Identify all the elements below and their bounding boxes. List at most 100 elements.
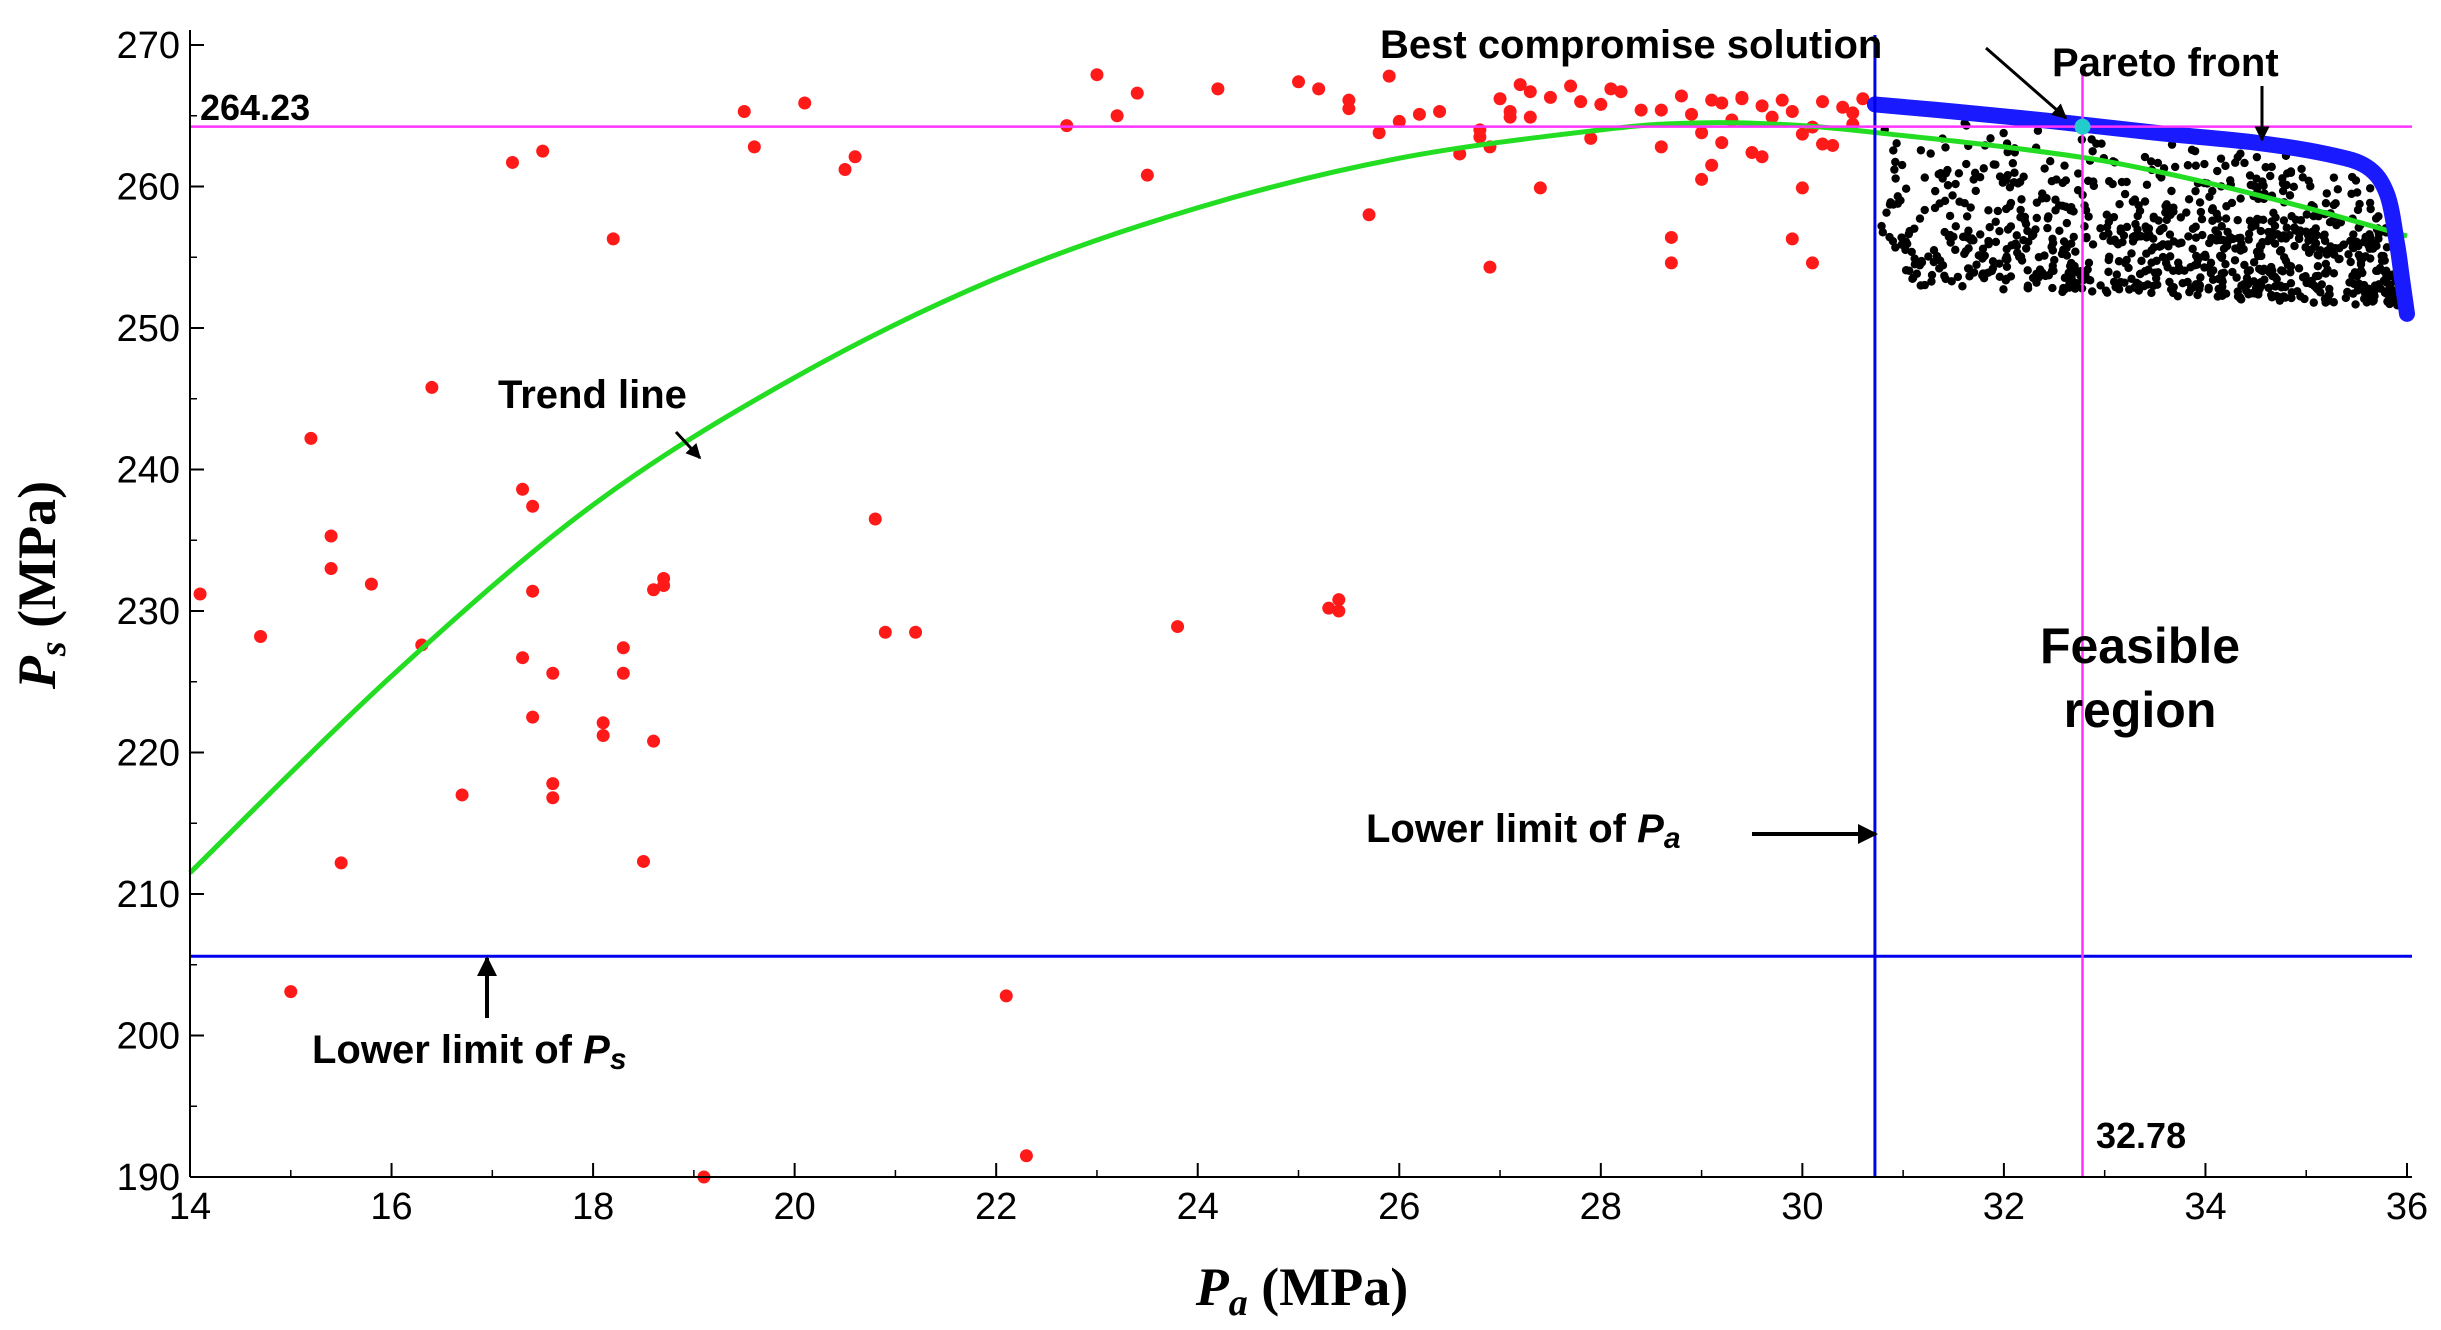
best-x-value-label: 32.78 [2096,1115,2186,1156]
feasible-point [1969,175,1978,184]
feasible-point [2301,227,2311,236]
y-tick-label: 230 [117,591,180,633]
infeasible-point [1826,138,1840,152]
feasible-point [2281,282,2290,292]
feasible-point [2088,240,2098,249]
infeasible-point [1775,93,1789,107]
infeasible-point [1362,208,1376,222]
feasible-point [2067,275,2077,285]
feasible-point [2155,242,2164,251]
feasible-point [1929,257,1939,267]
feasible-point [2301,271,2310,281]
feasible-point [2267,162,2276,172]
feasible-point [2200,159,2209,169]
feasible-point [2205,192,2214,201]
feasible-point [2096,224,2105,233]
feasible-point [2065,283,2074,292]
feasible-point [2083,265,2092,274]
infeasible-point [1513,78,1527,92]
feasible-point [1943,181,1953,190]
feasible-point [2011,239,2020,248]
arrow-best-compromise [1985,46,2068,120]
feasible-point [1980,251,1989,260]
x-tick-label: 18 [572,1186,614,1228]
feasible-point [2243,280,2253,289]
infeasible-point [1614,85,1628,99]
feasible-point [2365,198,2375,208]
feasible-point [1945,211,1955,221]
infeasible-point [868,512,882,526]
y-tick-label: 200 [117,1016,180,1058]
feasible-point [2183,161,2193,170]
feasible-point [2169,203,2178,212]
feasible-point [2089,181,2099,191]
feasible-point [2173,292,2183,301]
feasible-point [2088,287,2097,296]
infeasible-point [1705,158,1719,172]
feasible-point [2119,231,2129,240]
feasible-point [2236,149,2245,158]
feasible-point [2197,215,2207,224]
feasible-point [1999,285,2008,294]
annotation-pareto-front: Pareto front [2052,41,2279,85]
feasible-point [2256,277,2266,287]
feasible-point [2271,213,2280,222]
feasible-point [2287,212,2296,221]
feasible-point [2055,226,2064,236]
feasible-point [2217,269,2227,278]
feasible-point [2230,256,2240,265]
feasible-point [2356,266,2366,275]
feasible-point [2196,273,2205,282]
feasible-point [2306,245,2316,255]
feasible-point [2042,193,2051,203]
feasible-point [1892,139,1901,148]
infeasible-point [1745,146,1759,160]
feasible-point [2060,273,2070,283]
feasible-point [2059,283,2068,293]
feasible-point [2003,255,2012,264]
feasible-point [2074,169,2083,178]
feasible-point [2216,154,2226,163]
infeasible-point [1292,75,1305,89]
feasible-point [2369,240,2378,249]
feasible-point [1890,165,1899,174]
feasible-point [1962,212,1972,221]
feasible-point [2235,243,2245,252]
feasible-point [1955,197,1964,206]
feasible-point [2311,239,2321,248]
feasible-point [2161,208,2170,217]
annotation-best-compromise: Best compromise solution [1380,23,1882,67]
feasible-point [2153,158,2163,168]
feasible-point [2105,252,2114,262]
feasible-point [2065,261,2075,271]
feasible-point [1951,222,1960,231]
feasible-point [1984,206,1993,215]
y-tick-label: 250 [117,308,180,350]
feasible-point [1960,118,1969,128]
annotation-feasible: Feasible [2040,618,2240,674]
feasible-point [2233,215,2242,225]
feasible-point [1943,165,1952,175]
feasible-point [2264,227,2273,237]
feasible-point [2176,213,2186,222]
feasible-point [1891,157,1900,167]
feasible-point [1941,274,1950,284]
feasible-point [2200,250,2210,260]
feasible-point [2096,281,2105,290]
feasible-point [2287,293,2296,303]
feasible-point [2112,270,2121,279]
feasible-point [2023,281,2033,290]
feasible-point [2309,298,2318,307]
y-tick-label: 260 [117,167,180,209]
feasible-point [2010,168,2019,177]
feasible-point [2302,210,2311,219]
feasible-point [2149,281,2158,291]
x-tick-label: 36 [2386,1186,2428,1228]
feasible-point [2282,223,2291,232]
feasible-point [2244,290,2253,299]
annotation-lower-limit-pa: Lower limit of Pa [1366,807,1681,855]
infeasible-point [1705,93,1719,107]
infeasible-point [1171,620,1185,634]
feasible-point [2278,186,2288,196]
infeasible-point [1493,92,1507,106]
